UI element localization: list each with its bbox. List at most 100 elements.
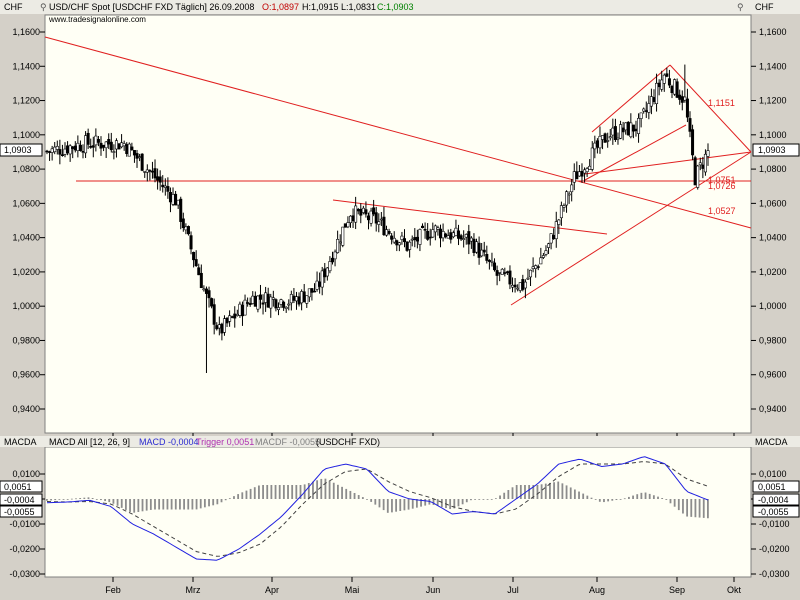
trendline-up[interactable] (510, 151, 752, 306)
macd-panel[interactable] (44, 446, 752, 578)
candle-down (613, 126, 617, 140)
site-label: www.tradesignalonline.com (48, 15, 146, 24)
trendline-top-down[interactable] (669, 64, 752, 153)
annotation-0726: 1,0726 (708, 181, 736, 191)
candle-down (212, 304, 216, 325)
candle-up (570, 184, 574, 193)
pin-right-icon[interactable]: ⚲ (737, 2, 744, 12)
candle-up (222, 318, 226, 333)
trendline-channel-mid[interactable] (584, 124, 687, 181)
candle-up (706, 150, 710, 157)
macd-histogram-bar (411, 499, 414, 509)
candle-up (500, 268, 504, 275)
candle-down (691, 129, 695, 156)
price-badge-left (0, 143, 43, 157)
candle-up (418, 229, 422, 245)
pin-icon[interactable]: ⚲ (40, 2, 47, 12)
macd-badge-trigger-left-text: 0,0051 (4, 482, 32, 492)
candle-down (505, 271, 509, 273)
trigger-line (46, 461, 709, 557)
candle-down (693, 157, 697, 186)
candle-down (415, 236, 419, 242)
close-value: C:1,0903 (377, 2, 414, 12)
candle-down (595, 140, 599, 148)
candle-up (276, 307, 280, 310)
candle-up (143, 171, 147, 173)
macd-histogram (46, 478, 709, 519)
macd-histogram-bar (241, 492, 244, 499)
candle-up (122, 143, 126, 147)
candle-up (243, 299, 247, 316)
candle-down (58, 149, 62, 155)
candle-up (333, 251, 337, 260)
macd-histogram-bar (424, 499, 427, 506)
candle-down (99, 142, 103, 149)
candle-down (60, 154, 64, 156)
price-tick-label-left: 1,0200 (12, 267, 40, 277)
candle-down (189, 235, 193, 250)
candle-up (647, 103, 651, 113)
candle-down (197, 267, 201, 276)
candle-down (521, 279, 525, 290)
macd-histogram-bar (374, 499, 377, 505)
candle-up (544, 250, 548, 255)
macd-histogram-bar (262, 485, 264, 499)
macd-histogram-bar (470, 499, 472, 501)
candle-up (408, 241, 412, 250)
price-tick-label-left: 0,9600 (12, 370, 40, 380)
macd-histogram-bar (366, 499, 368, 500)
macd-histogram-bar (478, 499, 481, 500)
candle-up (76, 142, 80, 151)
candle-down (89, 145, 93, 148)
candle-up (549, 233, 553, 244)
trendline-long-down[interactable] (44, 36, 752, 229)
candle-up (624, 122, 628, 131)
macd-histogram-bar (519, 485, 522, 499)
candle-up (529, 269, 533, 278)
macd-histogram-bar (590, 497, 593, 499)
candle-up (433, 225, 437, 233)
macd-histogram-bar (100, 499, 102, 501)
candle-down (292, 295, 296, 301)
macd-value-label: MACD -0,0004 (139, 437, 199, 447)
macd-histogram-bar (137, 499, 140, 512)
candle-up (662, 74, 666, 84)
macd-histogram-bar (465, 499, 468, 503)
macd-histogram-bar (578, 491, 580, 499)
candle-down (253, 295, 257, 307)
macd-histogram-bar (120, 499, 123, 508)
price-panel[interactable] (44, 14, 752, 434)
macd-histogram-bar (573, 489, 576, 499)
macd-histogram-bar (154, 499, 156, 510)
candle-down (102, 144, 106, 148)
candle-up (176, 199, 180, 206)
macd-tick-label-left: 0,0100 (12, 469, 40, 479)
macd-histogram-bar (432, 499, 435, 505)
candle-up (608, 136, 612, 139)
macd-histogram-bar (179, 499, 181, 510)
candle-down (81, 150, 85, 153)
candle-up (256, 295, 260, 310)
candle-down (493, 262, 497, 271)
candle-down (657, 82, 661, 88)
macd-histogram-bar (170, 499, 173, 510)
macd-histogram-bar (237, 494, 240, 499)
x-tick-label: Mai (345, 585, 360, 595)
macd-histogram-bar (324, 478, 327, 499)
macd-histogram-bar (569, 487, 572, 499)
candle-up (583, 169, 587, 174)
trendline-may[interactable] (332, 199, 608, 235)
candle-up (127, 143, 131, 157)
price-tick-label-right: 1,0600 (759, 198, 787, 208)
candle-down (86, 132, 90, 145)
candle-down (312, 290, 316, 293)
candle-up (629, 122, 633, 138)
candle-down (261, 302, 265, 305)
candle-up (577, 171, 581, 177)
trendline-channel-low[interactable] (584, 151, 752, 175)
macd-histogram-bar (686, 499, 689, 517)
macd-histogram-bar (129, 499, 131, 512)
macd-histogram-bar (386, 499, 389, 513)
candle-up (163, 185, 167, 188)
candle-up (307, 288, 311, 298)
